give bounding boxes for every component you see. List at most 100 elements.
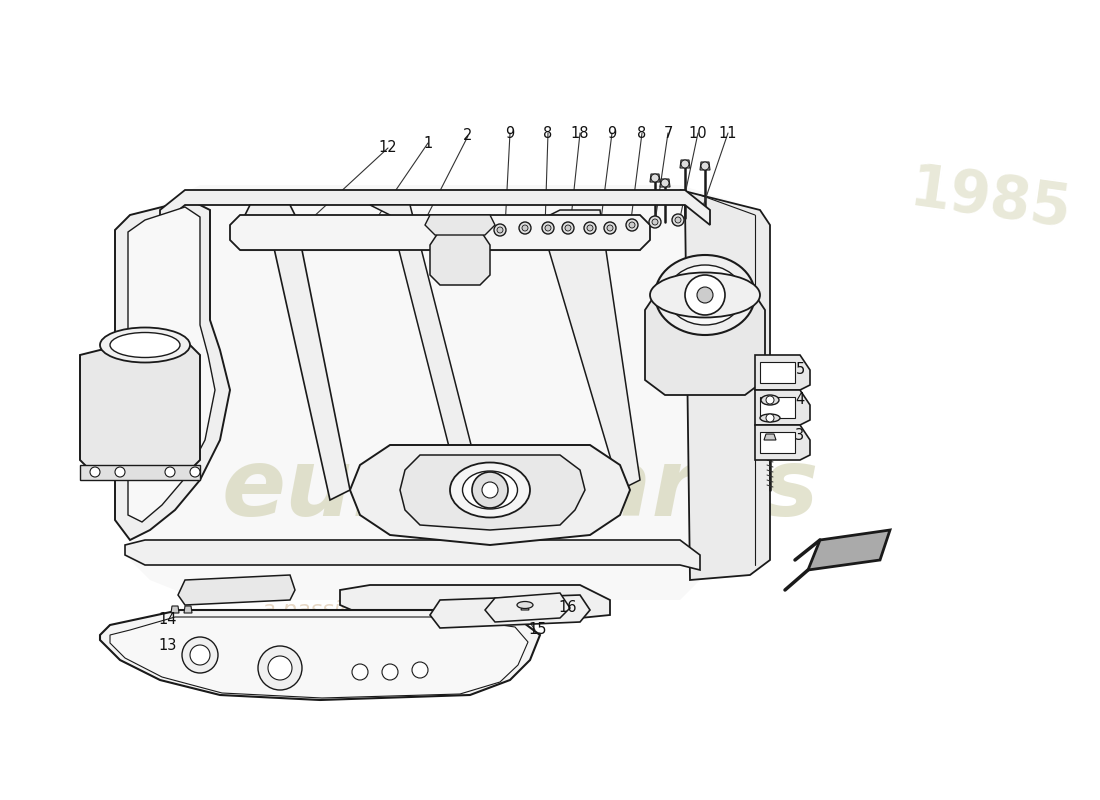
Polygon shape (755, 390, 810, 425)
Circle shape (766, 414, 774, 422)
Circle shape (90, 467, 100, 477)
Circle shape (542, 222, 554, 234)
Circle shape (697, 287, 713, 303)
Polygon shape (128, 207, 214, 522)
Circle shape (681, 160, 689, 168)
Polygon shape (430, 230, 490, 285)
Text: 9: 9 (607, 126, 617, 141)
Text: 18: 18 (571, 126, 590, 141)
Ellipse shape (668, 265, 742, 325)
Circle shape (382, 664, 398, 680)
Circle shape (352, 664, 368, 680)
Ellipse shape (760, 414, 780, 422)
Ellipse shape (654, 255, 755, 335)
Circle shape (165, 467, 175, 477)
Circle shape (672, 214, 684, 226)
Circle shape (182, 637, 218, 673)
Polygon shape (680, 190, 770, 580)
Polygon shape (400, 455, 585, 530)
Polygon shape (650, 174, 660, 182)
Circle shape (661, 179, 669, 187)
Polygon shape (764, 434, 776, 440)
Text: 1985: 1985 (905, 161, 1075, 239)
Polygon shape (430, 595, 590, 628)
Circle shape (626, 219, 638, 231)
Polygon shape (540, 210, 640, 490)
Polygon shape (160, 190, 710, 225)
Circle shape (190, 645, 210, 665)
Circle shape (649, 216, 661, 228)
Circle shape (544, 225, 551, 231)
Text: 15: 15 (529, 622, 548, 638)
Circle shape (675, 217, 681, 223)
Text: 2: 2 (463, 129, 473, 143)
Polygon shape (130, 185, 760, 600)
Text: a passion for parts since 1985: a passion for parts since 1985 (262, 600, 598, 620)
Text: 12: 12 (378, 141, 397, 155)
Circle shape (604, 222, 616, 234)
Polygon shape (80, 465, 200, 480)
Polygon shape (178, 575, 295, 605)
Polygon shape (184, 606, 192, 613)
Polygon shape (340, 585, 610, 618)
Polygon shape (245, 205, 350, 500)
Circle shape (522, 225, 528, 231)
Circle shape (497, 227, 503, 233)
Polygon shape (230, 215, 650, 250)
Polygon shape (760, 397, 795, 418)
Ellipse shape (517, 602, 534, 609)
Ellipse shape (650, 273, 760, 318)
Circle shape (190, 467, 200, 477)
Circle shape (629, 222, 635, 228)
Polygon shape (485, 593, 570, 622)
Text: 13: 13 (158, 638, 177, 653)
Circle shape (651, 174, 659, 182)
Text: 5: 5 (795, 362, 804, 378)
Polygon shape (680, 160, 690, 168)
Polygon shape (645, 295, 764, 395)
Circle shape (258, 646, 303, 690)
Text: 10: 10 (689, 126, 707, 141)
Polygon shape (660, 179, 670, 187)
Ellipse shape (110, 333, 180, 358)
Polygon shape (80, 340, 200, 480)
Text: 8: 8 (637, 126, 647, 141)
Polygon shape (110, 617, 528, 698)
Circle shape (701, 162, 710, 170)
Polygon shape (116, 200, 230, 540)
Circle shape (652, 219, 658, 225)
Circle shape (685, 275, 725, 315)
Text: 11: 11 (718, 126, 737, 141)
Circle shape (565, 225, 571, 231)
Text: 1: 1 (424, 135, 432, 150)
Circle shape (584, 222, 596, 234)
Ellipse shape (100, 327, 190, 362)
Text: eurospares: eurospares (221, 444, 818, 536)
Circle shape (472, 472, 508, 508)
Polygon shape (521, 603, 529, 610)
Ellipse shape (450, 462, 530, 518)
Circle shape (494, 224, 506, 236)
Polygon shape (760, 362, 795, 383)
Polygon shape (100, 610, 540, 700)
Polygon shape (700, 162, 710, 170)
Text: 3: 3 (795, 427, 804, 442)
Polygon shape (170, 606, 179, 613)
Circle shape (607, 225, 613, 231)
Polygon shape (125, 540, 700, 570)
Text: 8: 8 (543, 126, 552, 141)
Polygon shape (370, 205, 480, 490)
Circle shape (562, 222, 574, 234)
Circle shape (482, 482, 498, 498)
Text: 9: 9 (505, 126, 515, 141)
Polygon shape (350, 445, 630, 545)
Circle shape (412, 662, 428, 678)
Text: 16: 16 (559, 601, 578, 615)
Circle shape (587, 225, 593, 231)
Circle shape (766, 396, 774, 404)
Text: 4: 4 (795, 393, 804, 407)
Polygon shape (808, 530, 890, 570)
Text: 14: 14 (158, 613, 177, 627)
Ellipse shape (761, 395, 779, 405)
Circle shape (116, 467, 125, 477)
